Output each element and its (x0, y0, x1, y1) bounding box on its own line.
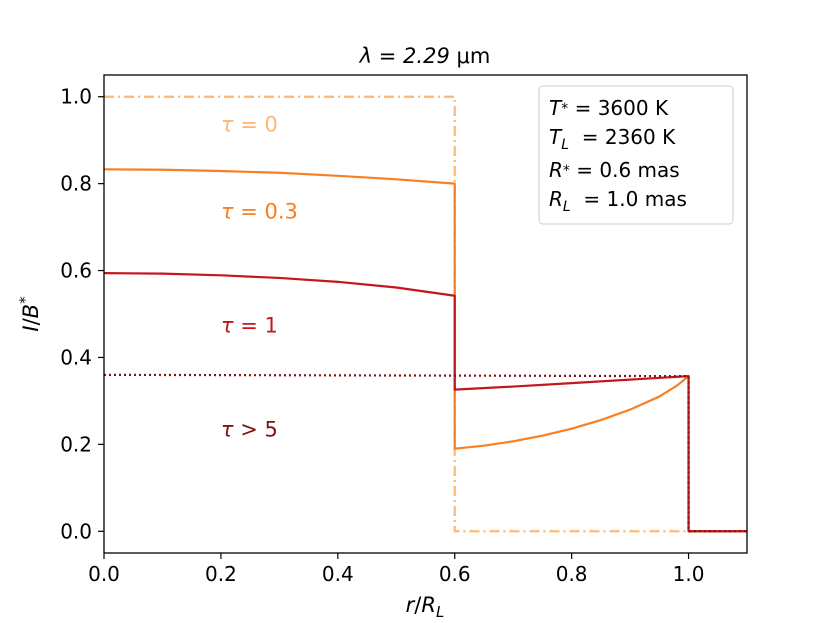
axes-frame (103, 74, 748, 554)
series-line-4 (104, 373, 747, 533)
x-tick-label: 0.6 (439, 562, 471, 586)
series-line-2 (104, 168, 747, 533)
parameter-line-3: R* = 0.6 mas (549, 158, 680, 182)
x-tick-label: 1.0 (673, 562, 705, 586)
series-layer (104, 95, 747, 533)
x-axis-label: r/RL (406, 593, 445, 621)
x-tick-label: 0.4 (322, 562, 354, 586)
y-tick-label: 0.2 (60, 432, 92, 456)
y-tick-label: 0.4 (60, 345, 92, 369)
series-line-3 (104, 272, 747, 533)
parameter-line-1: T* = 3600 K (549, 96, 669, 120)
y-tick-label: 0.6 (60, 259, 92, 283)
tau-annotation-3: τ = 1 (221, 313, 278, 337)
parameter-box-frame (538, 85, 734, 225)
tau-annotation-1: τ = 0 (221, 112, 278, 136)
y-tick-label: 1.0 (60, 85, 92, 109)
chart-title: λ = 2.29 μm (359, 44, 491, 68)
annotation-layer: τ = 0 τ = 0.3 τ = 1 τ > 5 (221, 112, 298, 441)
y-axis-label: I/B* (16, 296, 43, 332)
tau-annotation-4: τ > 5 (221, 418, 278, 442)
parameter-box: T* = 3600 K TL = 2360 K R* = 0.6 mas RL = 1… (538, 85, 734, 225)
ticks-layer: 0.0 0.2 0.4 0.6 0.8 1.0 0.0 0.2 0.4 0.6 0.8 1.0 (60, 85, 704, 586)
tau-annotation-2: τ = 0.3 (221, 199, 298, 223)
x-tick-label: 0.0 (88, 562, 120, 586)
x-tick-label: 0.8 (556, 562, 588, 586)
y-tick-label: 0.0 (60, 519, 92, 543)
x-tick-label: 0.2 (205, 562, 237, 586)
y-tick-label: 0.8 (60, 172, 92, 196)
parameter-line-4: RL = 1.0 mas (549, 187, 687, 215)
parameter-line-2: TL = 2360 K (549, 125, 676, 153)
